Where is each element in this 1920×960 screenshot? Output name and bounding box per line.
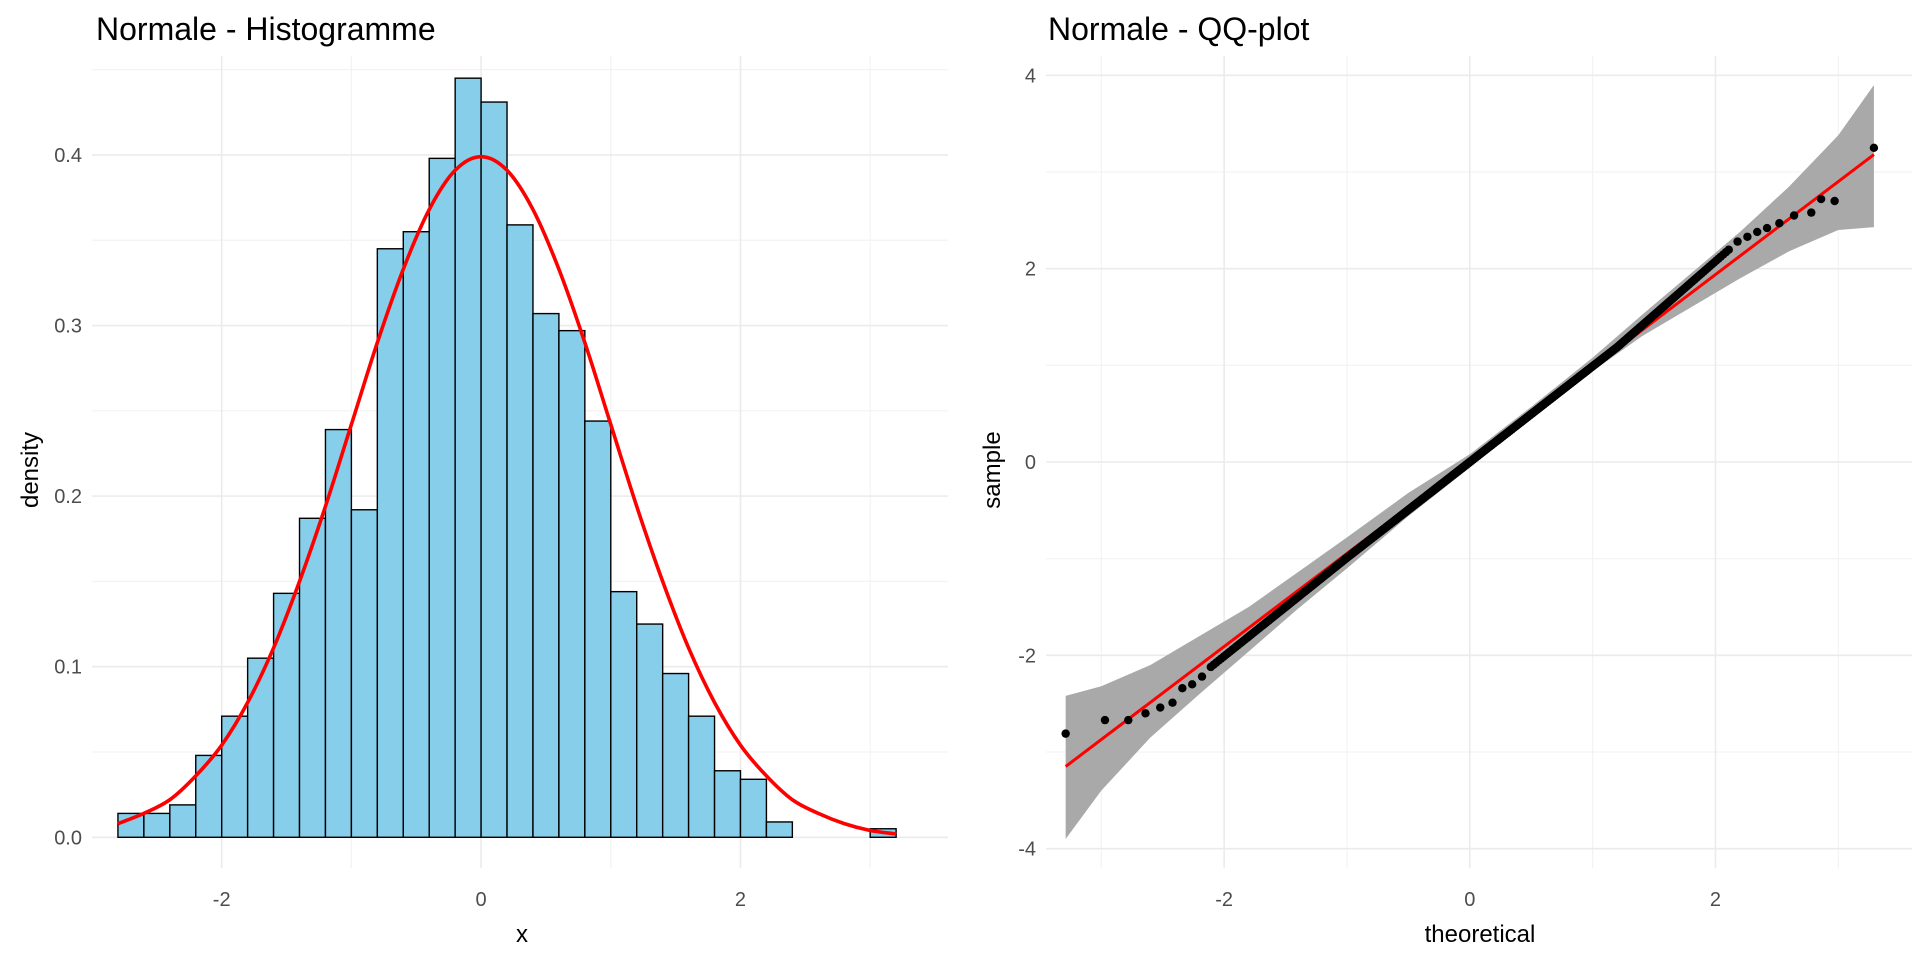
- histogram-x-tick-label: 2: [735, 889, 746, 911]
- histogram-bar: [713, 770, 742, 838]
- qq-plot-title: Normale - QQ-plot: [1048, 11, 1310, 47]
- histogram-bar: [376, 248, 404, 838]
- histogram-bar: [584, 420, 612, 838]
- qq-point: [1168, 698, 1177, 707]
- histogram-bar: [169, 804, 197, 838]
- qq-x-axis-title: theoretical: [1425, 921, 1536, 948]
- histogram-bar: [195, 754, 223, 838]
- histogram-bar: [272, 592, 301, 838]
- histogram-y-axis-title: density: [17, 432, 44, 508]
- qq-y-tick-label: 0: [1025, 452, 1036, 474]
- histogram-bar: [454, 77, 482, 838]
- qq-y-tick-label: -4: [1018, 839, 1036, 861]
- qq-point: [1156, 703, 1165, 712]
- histogram-bar: [428, 157, 456, 838]
- histogram-x-axis-title: x: [516, 921, 528, 948]
- histogram-title: Normale - Histogramme: [96, 11, 436, 47]
- histogram-bar: [558, 329, 586, 838]
- qq-point: [1187, 680, 1197, 689]
- histogram-bar: [532, 312, 560, 838]
- qq-tick-labels: -2 0 2 -4 -2 0 2 4: [1018, 65, 1721, 911]
- qq-point: [1061, 729, 1070, 738]
- histogram-bar: [143, 812, 171, 838]
- qq-x-tick-label: 2: [1710, 889, 1721, 911]
- qq-x-tick-label: -2: [1215, 889, 1233, 911]
- histogram-y-tick-label: 0.1: [54, 657, 82, 679]
- density-curve: [117, 154, 897, 836]
- qq-sample-points: [1061, 143, 1879, 738]
- qq-point: [1100, 715, 1110, 725]
- histogram-bar: [480, 101, 508, 838]
- qq-point: [1753, 227, 1762, 237]
- histogram-x-tick-label: -2: [213, 889, 231, 911]
- histogram-bar: [610, 590, 638, 838]
- qq-y-tick-label: -2: [1018, 645, 1036, 667]
- histogram-bar: [661, 672, 690, 838]
- qq-gridlines: [1046, 56, 1912, 868]
- histogram-bar: [765, 821, 794, 838]
- qq-point: [1141, 709, 1150, 718]
- qq-y-tick-label: 2: [1025, 259, 1036, 281]
- histogram-bar: [220, 715, 249, 838]
- qq-point: [1178, 684, 1187, 693]
- histogram-bar: [506, 224, 534, 838]
- qq-point: [1197, 672, 1207, 681]
- histogram-y-tick-label: 0.4: [54, 145, 82, 167]
- qq-point: [1869, 143, 1879, 153]
- qq-point: [1816, 194, 1826, 204]
- qq-point: [1762, 223, 1772, 233]
- histogram-tick-labels: -2 0 2 0.0 0.1 0.2 0.3 0.4: [54, 145, 746, 911]
- qq-plot-panel: Normale - QQ-plot -2 0 2 -4 -2 0 2 4 theoretica…: [979, 11, 1912, 948]
- qq-x-tick-label: 0: [1464, 889, 1475, 911]
- histogram-bar: [739, 778, 768, 838]
- histogram-panel: Normale - Histogramme -2 0 2 0.0 0.1 0.2 0.3 0.…: [17, 11, 948, 948]
- qq-y-tick-label: 4: [1025, 65, 1036, 87]
- histogram-x-tick-label: 0: [476, 889, 487, 911]
- histogram-y-tick-label: 0.2: [54, 486, 82, 508]
- qq-point: [1743, 232, 1752, 241]
- histogram-y-tick-label: 0.0: [54, 827, 82, 849]
- qq-point: [1124, 715, 1133, 725]
- qq-point: [1724, 245, 1733, 254]
- histogram-bar: [350, 509, 379, 838]
- qq-point: [1733, 237, 1742, 246]
- qq-point: [1830, 196, 1839, 206]
- histogram-bar: [246, 657, 275, 838]
- qq-point: [1775, 219, 1784, 228]
- histogram-bars: [117, 77, 897, 838]
- qq-point: [1807, 208, 1816, 217]
- histogram-bar: [636, 623, 664, 838]
- qq-point: [1789, 211, 1799, 220]
- histogram-bar: [687, 715, 716, 838]
- histogram-bar: [402, 231, 430, 838]
- qq-y-axis-title: sample: [979, 431, 1006, 508]
- histogram-y-tick-label: 0.3: [54, 316, 82, 338]
